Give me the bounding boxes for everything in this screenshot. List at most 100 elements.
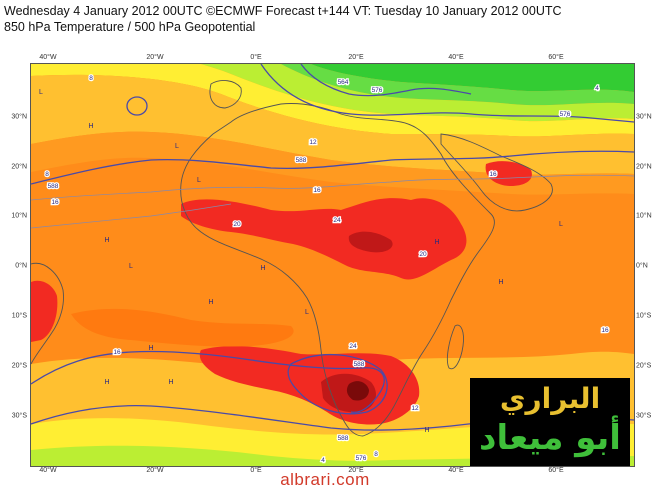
lat-label-left: 20°S: [11, 362, 27, 370]
temp-band-light-orange: [31, 74, 634, 175]
geopotential-contour-588-closed: [287, 354, 388, 415]
forecast-map: 8 4 12 16 20 24 16 20 24 12 8 4 16 8 16 16 588 564 576 576…: [30, 63, 635, 467]
temperature-label: 16: [601, 327, 609, 334]
coastline-arabia: [440, 133, 553, 212]
geopotential-contour-588-south: [31, 350, 385, 413]
pressure-marker: H: [88, 123, 93, 130]
hot-region-south-darkest: [346, 381, 369, 401]
chart-title: Wednesday 4 January 2012 00UTC ©ECMWF Fo…: [4, 3, 562, 35]
pressure-marker: H: [498, 279, 503, 286]
lon-label-bottom: 40°W: [39, 467, 57, 474]
hot-region-core: [348, 231, 393, 253]
pressure-marker: H: [434, 239, 439, 246]
lat-label-right: 30°N: [636, 113, 652, 121]
temperature-label: 12: [309, 139, 317, 146]
temperature-label: 16: [313, 187, 321, 194]
temperature-label: 8: [374, 451, 378, 458]
pressure-marker: L: [39, 89, 43, 96]
hot-region-arabia: [485, 161, 532, 186]
temp-band-green: [311, 64, 634, 92]
geopotential-label: 588: [338, 435, 349, 442]
pressure-marker: L: [559, 221, 563, 228]
logo-line-1: البراري: [499, 382, 601, 415]
albrari-logo: البراري أبو ميعاد: [470, 378, 630, 466]
temperature-label: 4: [595, 85, 599, 92]
temperature-label: 24: [333, 217, 341, 224]
lon-label-top: 0°E: [250, 54, 262, 61]
geopotential-label: 588: [354, 361, 365, 368]
title-line-1: Wednesday 4 January 2012 00UTC ©ECMWF Fo…: [4, 4, 562, 18]
temperature-label: 16: [489, 171, 497, 178]
lat-label-right: 10°S: [636, 312, 652, 320]
pressure-marker: L: [305, 309, 309, 316]
warm-region-south-west: [71, 308, 294, 347]
lat-label-left: 10°N: [11, 212, 27, 220]
temperature-label: 12: [411, 405, 419, 412]
lat-label-left: 20°N: [11, 163, 27, 171]
geopotential-label: 576: [356, 455, 367, 462]
lat-label-left: 10°S: [11, 312, 27, 320]
temperature-label: 20: [233, 221, 241, 228]
geopotential-label: 588: [48, 183, 59, 190]
watermark-text[interactable]: albrari.com: [280, 470, 370, 489]
lat-label-right: 30°S: [636, 412, 652, 420]
lon-label-top: 40°W: [39, 54, 57, 61]
lat-label-left: 30°N: [11, 113, 27, 121]
pressure-marker: H: [260, 265, 265, 272]
geopotential-contour-564: [300, 64, 472, 97]
temp-band-yellow-green: [201, 64, 634, 122]
lat-label-right: 20°N: [636, 163, 652, 171]
geopotential-label: 576: [372, 87, 383, 94]
geopotential-contour-588-north: [31, 150, 634, 185]
pressure-marker: L: [175, 143, 179, 150]
title-line-2: 850 hPa Temperature / 500 hPa Geopotenti…: [4, 20, 256, 34]
geopotential-label: 564: [338, 79, 349, 86]
lat-label-left: 0°N: [15, 262, 27, 270]
pressure-marker: H: [104, 379, 109, 386]
lon-label-bottom: 0°E: [250, 467, 262, 474]
coastline-iberia: [209, 80, 242, 109]
lat-label-left: 30°S: [11, 412, 27, 420]
coastline-south-america: [31, 262, 64, 365]
lon-label-bottom: 60°E: [548, 467, 564, 474]
lon-label-bottom: 40°E: [448, 467, 464, 474]
temperature-label: 4: [321, 457, 325, 464]
lon-label-bottom: 20°E: [348, 467, 364, 474]
geopotential-labels: 588 564 576 576 588 588 588 576: [46, 78, 572, 464]
pressure-marker: L: [129, 263, 133, 270]
lon-label-top: 60°E: [548, 54, 564, 61]
geopotential-contour-576-north: [260, 64, 634, 123]
temp-band-light-green: [281, 64, 634, 106]
lon-label-top: 20°W: [146, 54, 164, 61]
pressure-marker: H: [168, 379, 173, 386]
lon-label-top: 20°E: [348, 54, 364, 61]
coastline-africa: [180, 103, 495, 437]
coastline-madagascar: [446, 324, 464, 370]
lon-label-bottom: 20°W: [146, 467, 164, 474]
temperature-label: 8: [89, 75, 93, 82]
isotherm-20: [31, 203, 232, 229]
pressure-marker: H: [148, 345, 153, 352]
temperature-labels: 8 4 12 16 20 24 16 20 24 12 8 4 16 8 16 16: [44, 74, 610, 466]
geopotential-label: 576: [560, 111, 571, 118]
isotherm-16: [31, 174, 634, 201]
lat-label-right: 0°N: [636, 262, 648, 270]
temperature-label: 24: [349, 343, 357, 350]
temp-band-yellow: [31, 64, 634, 137]
low-pressure-circle: [126, 96, 148, 116]
pressure-marker: H: [208, 299, 213, 306]
geopotential-label: 588: [296, 157, 307, 164]
temperature-label: 20: [419, 251, 427, 258]
hot-region-west: [31, 280, 58, 342]
hot-region-central-africa: [181, 198, 467, 280]
pressure-marker: H: [424, 427, 429, 434]
pressure-markers: L H L H L H H L H L H H L H H H: [39, 89, 563, 434]
lat-label-right: 10°N: [636, 212, 652, 220]
lon-label-top: 40°E: [448, 54, 464, 61]
lat-label-right: 20°S: [636, 362, 652, 370]
logo-line-2: أبو ميعاد: [479, 418, 621, 458]
temperature-label: 8: [45, 171, 49, 178]
pressure-marker: L: [197, 177, 201, 184]
pressure-marker: H: [104, 237, 109, 244]
temperature-label: 16: [51, 199, 59, 206]
